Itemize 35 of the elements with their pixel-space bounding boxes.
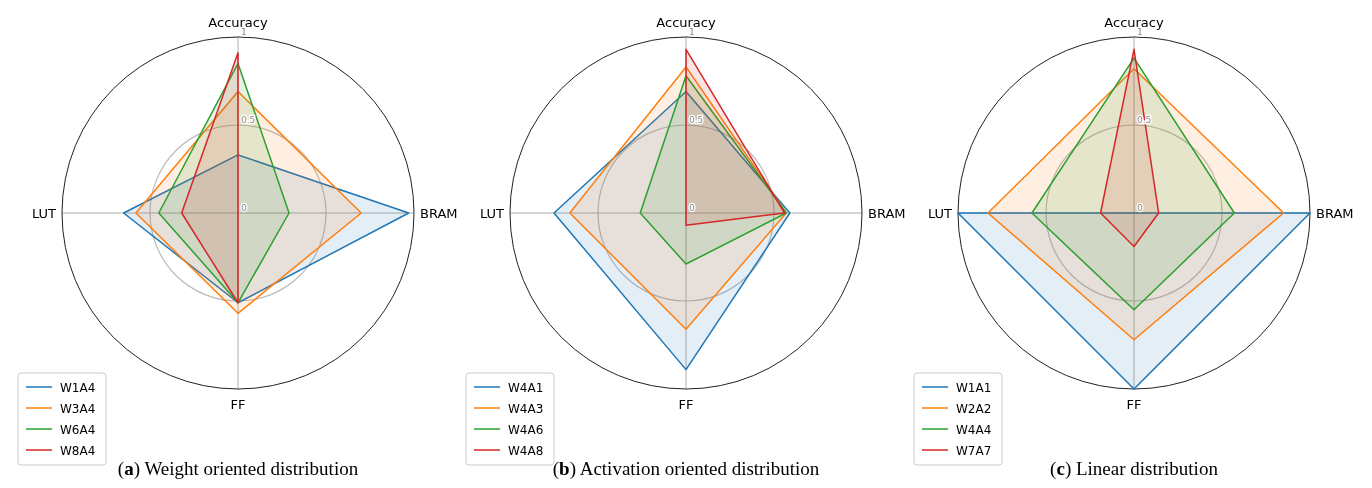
spoke-label: Accuracy xyxy=(656,15,716,30)
legend-label: W2A2 xyxy=(956,401,992,416)
spoke-label: Accuracy xyxy=(1104,15,1164,30)
legend-label: W4A8 xyxy=(508,443,544,458)
text: (c) Linear distribution xyxy=(1050,458,1219,480)
spoke-label: LUT xyxy=(927,206,953,221)
legend-label: W4A6 xyxy=(508,422,544,437)
spoke-label: LUT xyxy=(31,206,57,221)
spoke-label: Accuracy xyxy=(208,15,268,30)
spoke-label: BRAM xyxy=(420,206,458,221)
y-tick-label: 1 xyxy=(689,27,695,37)
legend-label: W1A1 xyxy=(956,380,992,395)
spoke-label: BRAM xyxy=(868,206,906,221)
legend-label: W7A7 xyxy=(956,443,992,458)
legend-label: W3A4 xyxy=(60,401,96,416)
legend-label: W1A4 xyxy=(60,380,96,395)
y-tick-label: 0 xyxy=(241,203,247,213)
text: (a) Weight oriented distribution xyxy=(117,458,359,480)
y-tick-label: 1 xyxy=(1137,27,1143,37)
y-tick-label: 0 xyxy=(1137,203,1143,213)
y-tick-label: 0.5 xyxy=(241,115,256,125)
spoke-label: LUT xyxy=(479,206,505,221)
y-tick-label: 1 xyxy=(241,27,247,37)
legend-label: W4A1 xyxy=(508,380,544,395)
spoke-label: FF xyxy=(678,397,694,412)
spoke-label: BRAM xyxy=(1316,206,1354,221)
legend-label: W4A3 xyxy=(508,401,544,416)
y-tick-label: 0 xyxy=(689,203,695,213)
legend-label: W4A4 xyxy=(956,422,992,437)
spoke-label: FF xyxy=(1126,397,1142,412)
spoke-label: FF xyxy=(230,397,246,412)
legend-label: W8A4 xyxy=(60,443,96,458)
legend-label: W6A4 xyxy=(60,422,96,437)
y-tick-label: 0.5 xyxy=(689,115,704,125)
text: (b) Activation oriented distribution xyxy=(552,458,820,480)
